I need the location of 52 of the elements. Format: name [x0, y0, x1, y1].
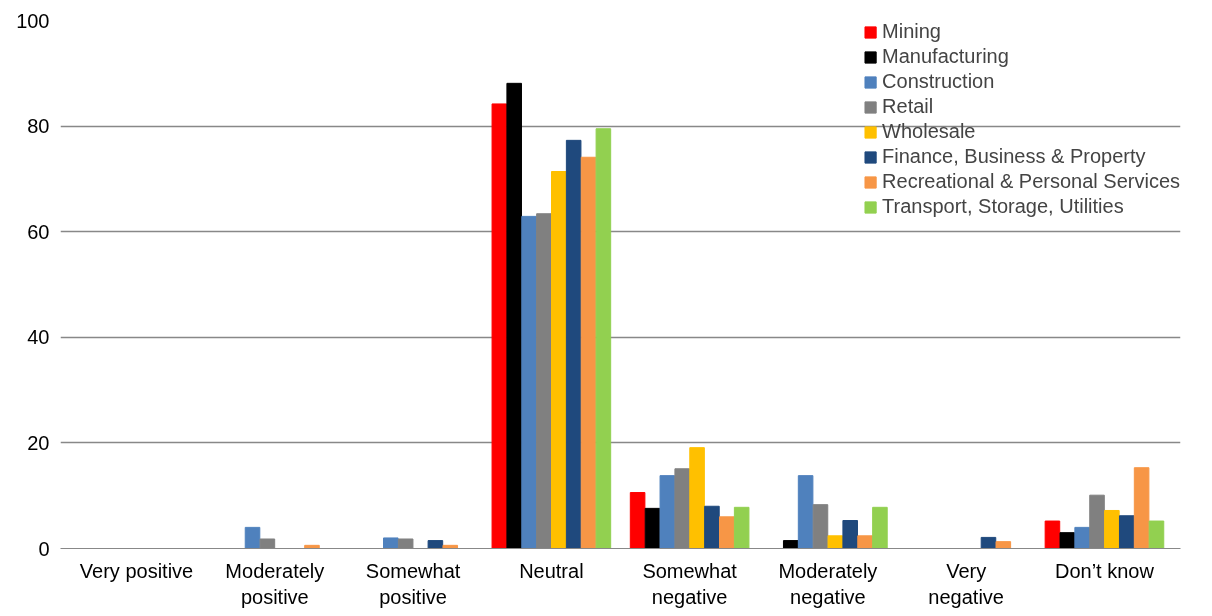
legend-label: Construction: [882, 70, 995, 93]
bar: [782, 540, 799, 549]
bar: [1074, 526, 1090, 549]
bar: [797, 475, 814, 549]
x-tick-label: Moderately positive: [225, 559, 325, 608]
bar: [1118, 515, 1135, 549]
bar: [704, 505, 720, 549]
bar: [521, 215, 537, 549]
legend-label: Finance, Business & Property: [882, 145, 1146, 168]
y-tick-label: 80: [27, 115, 50, 138]
bar: [383, 537, 399, 549]
y-tick-label: 60: [27, 220, 50, 243]
x-tick-label: Neutral: [519, 559, 584, 582]
legend-label: Manufacturing: [882, 45, 1009, 68]
bar: [595, 128, 612, 549]
bar: [629, 492, 646, 549]
y-tick-label: 20: [27, 431, 50, 454]
bar: [1104, 509, 1120, 549]
bar: [1148, 520, 1165, 549]
x-tick-label: Moderately negative: [778, 559, 878, 608]
bar: [551, 171, 567, 549]
bar: [580, 156, 597, 549]
x-tick-label: Very positive: [79, 559, 194, 582]
bar: [659, 475, 676, 549]
legend-label: Mining: [882, 20, 941, 43]
bar: [506, 82, 522, 549]
x-tick-label: Don’t know: [1054, 559, 1155, 582]
bar: [244, 526, 261, 549]
x-tick-label: Somewhat positive: [365, 559, 461, 608]
bar: [719, 516, 735, 549]
bar: [842, 520, 858, 549]
bar: [565, 139, 582, 549]
bar: [689, 447, 705, 549]
legend-label: Transport, Storage, Utilities: [882, 195, 1124, 218]
legend-label: Recreational & Personal Services: [882, 170, 1180, 193]
legend-label: Wholesale: [882, 120, 976, 143]
bar: [491, 103, 508, 549]
bar: [857, 535, 873, 549]
bar: [995, 541, 1012, 549]
y-tick-label: 100: [16, 9, 50, 32]
y-tick-label: 0: [38, 537, 50, 560]
bar: [1059, 532, 1076, 549]
bar: [827, 535, 844, 549]
bar: [872, 506, 888, 549]
bar: [733, 506, 750, 549]
x-tick-label: Very negative: [928, 559, 1004, 608]
bar: [427, 540, 444, 549]
bar: [1044, 520, 1061, 549]
x-tick-label: Somewhat negative: [642, 559, 738, 608]
y-tick-label: 40: [27, 326, 50, 349]
bar: [1133, 467, 1150, 549]
legend-label: Retail: [882, 95, 934, 118]
